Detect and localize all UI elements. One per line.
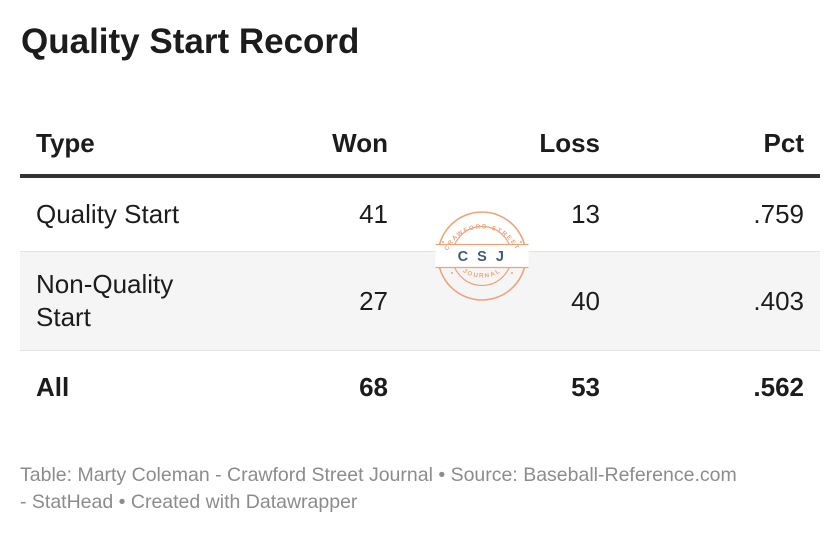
cell-type: All — [36, 372, 70, 402]
quality-start-table: Type Won Loss Pct Quality Start 41 13 .7… — [20, 112, 820, 424]
cell-won: 41 — [244, 176, 404, 252]
cell-pct: .403 — [616, 251, 820, 351]
column-header-pct: Pct — [616, 112, 820, 178]
column-header-won: Won — [244, 112, 404, 178]
table-row: Non-Quality Start 27 40 .403 — [20, 251, 820, 351]
cell-won: 68 — [359, 372, 388, 402]
cell-won: 27 — [244, 251, 404, 351]
cell-type: Quality Start — [20, 176, 244, 252]
cell-loss: 40 — [404, 251, 616, 351]
column-header-type: Type — [20, 112, 244, 178]
table-row-total: All 68 53 .562 — [20, 351, 820, 425]
attribution-footer: Table: Marty Coleman - Crawford Street J… — [20, 462, 820, 516]
cell-type: Non-Quality Start — [20, 251, 244, 351]
table-header-row: Type Won Loss Pct — [20, 112, 820, 178]
page-title: Quality Start Record — [21, 22, 360, 61]
footer-line: Table: Marty Coleman - Crawford Street J… — [20, 464, 737, 486]
footer-line: - StatHead • Created with Datawrapper — [20, 491, 358, 513]
column-header-loss: Loss — [404, 112, 616, 178]
cell-pct: .759 — [616, 176, 820, 252]
table-row: Quality Start 41 13 .759 — [20, 176, 820, 252]
cell-pct: .562 — [753, 372, 804, 402]
cell-loss: 13 — [404, 176, 616, 252]
cell-loss: 53 — [571, 372, 600, 402]
